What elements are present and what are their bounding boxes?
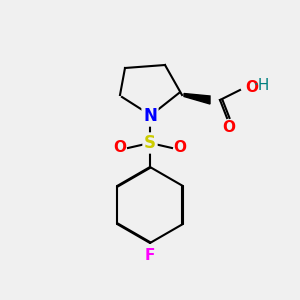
Text: O: O [113, 140, 127, 155]
Polygon shape [184, 94, 210, 104]
Text: F: F [145, 248, 155, 262]
Text: O: O [173, 140, 187, 155]
Text: N: N [143, 107, 157, 125]
Text: O: O [245, 80, 259, 94]
Text: S: S [144, 134, 156, 152]
Text: ·H: ·H [254, 77, 270, 92]
Text: O: O [223, 121, 236, 136]
